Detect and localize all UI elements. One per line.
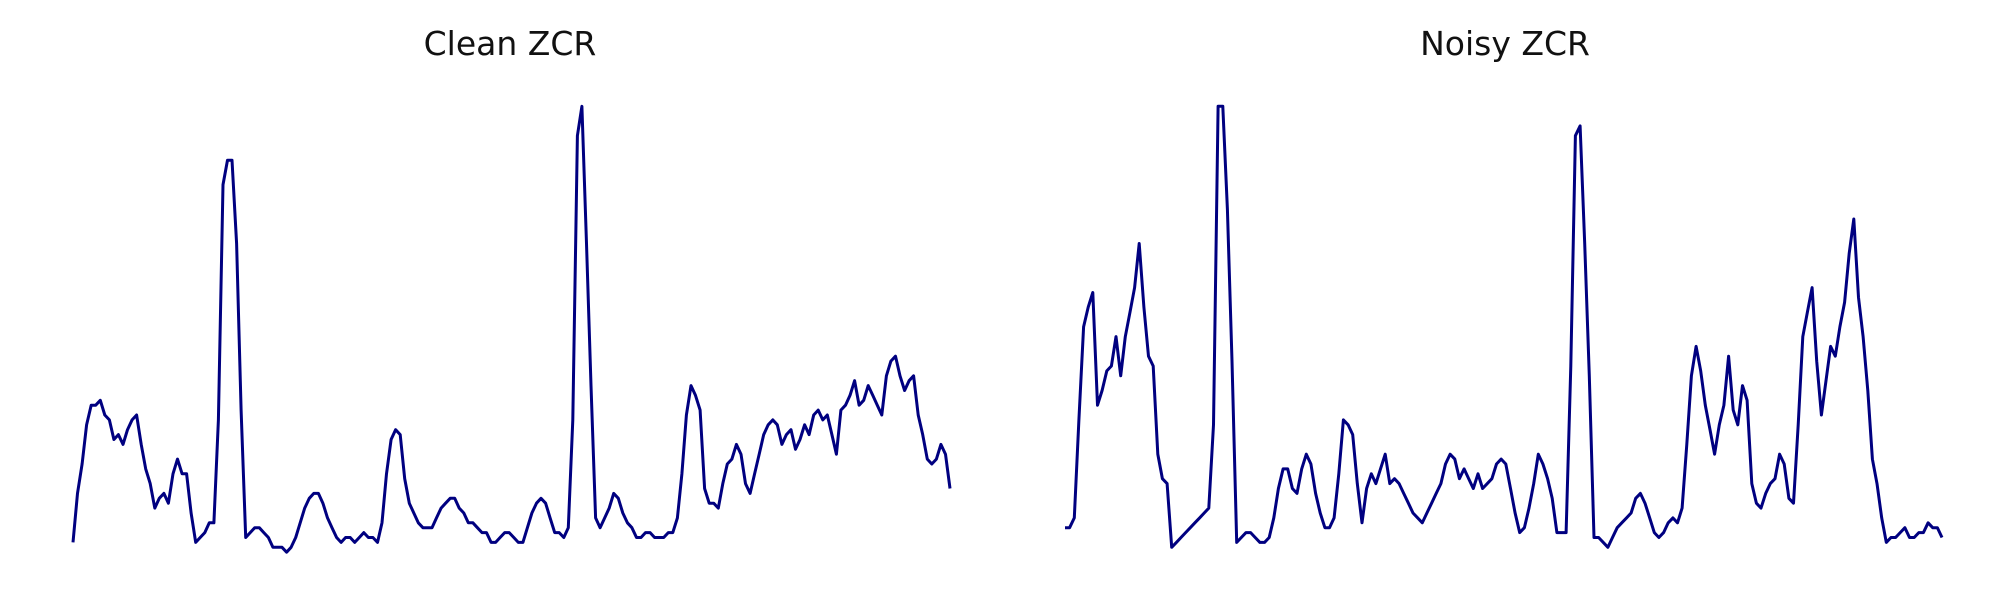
noisy-zcr-series-line-0: [1065, 104, 1944, 549]
clean-zcr-title: Clean ZCR: [423, 24, 597, 63]
clean-zcr-plot: [71, 104, 952, 554]
noisy-zcr-panel: Noisy ZCR: [1000, 0, 2000, 600]
noisy-zcr-title: Noisy ZCR: [1420, 24, 1590, 63]
noisy-zcr-plot: [1065, 104, 1944, 549]
clean-zcr-series-line-0: [71, 104, 952, 554]
clean-zcr-panel: Clean ZCR: [71, 24, 952, 554]
